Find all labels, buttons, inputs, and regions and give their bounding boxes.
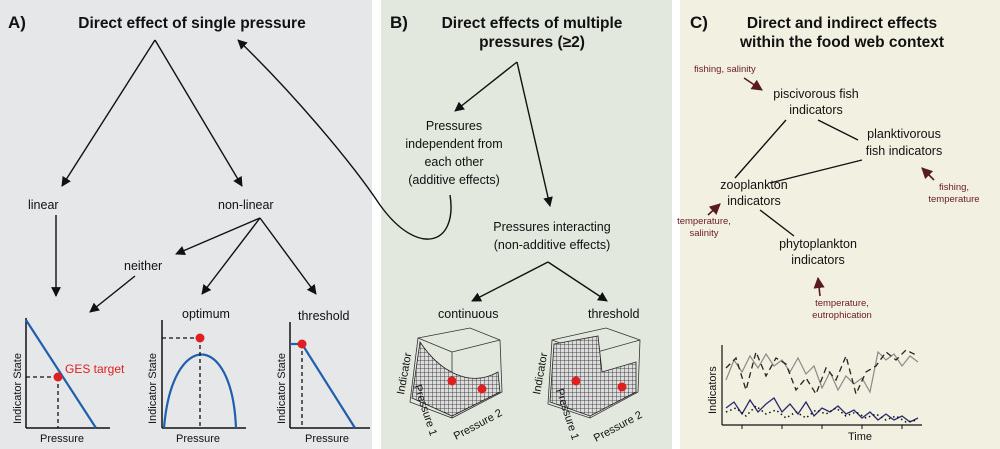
panel-c-title-line1: Direct and indirect effects xyxy=(747,15,937,32)
svg-text:eutrophication: eutrophication xyxy=(812,310,872,321)
svg-text:temperature,: temperature, xyxy=(815,298,869,309)
node-linear: linear xyxy=(28,198,59,212)
driver-phytoplankton: temperature, eutrophication xyxy=(812,298,872,321)
ges-target-label: GES target xyxy=(65,362,125,376)
svg-text:temperature,: temperature, xyxy=(677,216,731,227)
panel-c-label: C) xyxy=(690,13,708,32)
time-series-x-axis: Time xyxy=(848,431,872,443)
panel-c: C) Direct and indirect effects within th… xyxy=(677,0,1000,449)
panel-b-arrows xyxy=(237,39,608,302)
svg-text:indicators: indicators xyxy=(791,253,845,267)
node-phytoplankton: phytoplankton indicators xyxy=(779,237,857,267)
series-dark xyxy=(725,397,919,423)
node-threshold-b: threshold xyxy=(588,307,639,321)
svg-text:piscivorous fish: piscivorous fish xyxy=(773,87,858,101)
svg-text:independent from: independent from xyxy=(405,137,502,151)
panel-a-arrows xyxy=(51,39,317,313)
node-neither: neither xyxy=(124,259,162,273)
panel-a-label: A) xyxy=(8,13,26,32)
node-independent: Pressures independent from each other (a… xyxy=(405,119,502,187)
panel-b-label: B) xyxy=(390,13,408,32)
panel-b-title-line1: Direct effects of multiple xyxy=(442,15,623,32)
svg-text:temperature: temperature xyxy=(928,194,979,205)
surface-threshold-dot-1 xyxy=(571,376,581,386)
surface-threshold-dot-2 xyxy=(617,382,627,392)
node-zooplankton: zooplankton indicators xyxy=(720,178,787,208)
node-planktivorous: planktivorous fish indicators xyxy=(866,127,942,158)
panel-b: B) Direct effects of multiple pressures … xyxy=(237,0,672,449)
driver-zooplankton: temperature, salinity xyxy=(677,216,731,239)
node-piscivorous: piscivorous fish indicators xyxy=(773,87,858,117)
plot-threshold: Indicator State Pressure xyxy=(276,322,370,445)
svg-text:indicators: indicators xyxy=(727,194,781,208)
driver-piscivorous: fishing, salinity xyxy=(694,64,756,75)
panel-c-title-line2: within the food web context xyxy=(739,34,944,51)
panel-a-title: Direct effect of single pressure xyxy=(78,15,306,32)
surface-continuous-dot-1 xyxy=(447,376,457,386)
time-series-plot: Indicators Time xyxy=(707,345,922,443)
surface-continuous-dot-2 xyxy=(477,384,487,394)
food-web-links xyxy=(734,119,863,237)
panel-c-background xyxy=(680,0,1000,449)
node-threshold: threshold xyxy=(298,309,349,323)
svg-text:phytoplankton: phytoplankton xyxy=(779,237,857,251)
node-continuous: continuous xyxy=(438,307,498,321)
plot-optimum-x-axis: Pressure xyxy=(176,433,220,445)
svg-text:each other: each other xyxy=(424,155,483,169)
svg-text:zooplankton: zooplankton xyxy=(720,178,787,192)
series-grey xyxy=(725,350,919,394)
plot-linear-x-axis: Pressure xyxy=(40,433,84,445)
svg-text:fishing,: fishing, xyxy=(939,182,969,193)
plot-optimum-y-axis: Indicator State xyxy=(147,353,159,424)
svg-text:salinity: salinity xyxy=(689,228,718,239)
panel-a: A) Direct effect of single pressure line… xyxy=(0,0,372,449)
driver-arrows xyxy=(707,77,935,297)
threshold-dot xyxy=(297,339,307,349)
svg-text:Pressures interacting: Pressures interacting xyxy=(493,220,610,234)
panel-b-title-line2: pressures (≥2) xyxy=(479,34,585,51)
svg-text:Pressures: Pressures xyxy=(426,119,482,133)
optimum-dot xyxy=(195,333,205,343)
svg-text:indicators: indicators xyxy=(789,103,843,117)
plot-threshold-x-axis: Pressure xyxy=(305,433,349,445)
driver-planktivorous: fishing, temperature xyxy=(928,182,979,205)
node-non-linear: non-linear xyxy=(218,198,274,212)
series-dashed xyxy=(725,349,919,396)
plot-linear-y-axis: Indicator State xyxy=(12,353,24,424)
plot-threshold-y-axis: Indicator State xyxy=(276,353,288,424)
ges-target-dot xyxy=(53,372,63,382)
svg-text:planktivorous: planktivorous xyxy=(867,127,941,141)
plot-linear: GES target Indicator State Pressure xyxy=(12,318,125,445)
svg-text:fish indicators: fish indicators xyxy=(866,144,942,158)
svg-text:(additive effects): (additive effects) xyxy=(408,173,499,187)
node-optimum: optimum xyxy=(182,307,230,321)
svg-text:(non-additive effects): (non-additive effects) xyxy=(494,238,611,252)
plot-optimum: Indicator State Pressure xyxy=(147,320,246,445)
node-interacting: Pressures interacting (non-additive effe… xyxy=(493,220,610,252)
time-series-y-axis: Indicators xyxy=(707,366,719,414)
